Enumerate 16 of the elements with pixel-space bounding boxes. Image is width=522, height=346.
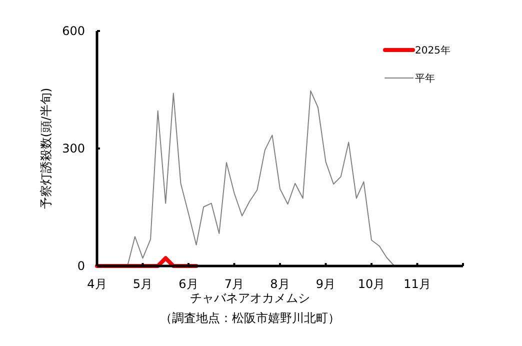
y-tick-label: 300 xyxy=(62,142,85,156)
x-axis-title: チャバネアオカメムシ xyxy=(190,291,310,305)
x-tick-label: 4月 xyxy=(87,277,107,291)
x-tick-label: 11月 xyxy=(404,277,431,291)
x-tick-label: 8月 xyxy=(270,277,290,291)
x-tick-label: 10月 xyxy=(358,277,386,291)
text: （調査地点：松阪市嬉野川北町） xyxy=(160,311,340,325)
x-tick-label: 9月 xyxy=(316,277,336,291)
y-tick-label: 600 xyxy=(62,24,85,38)
legend-label: 平年 xyxy=(415,72,435,84)
x-tick-label: 5月 xyxy=(132,277,153,291)
y-axis-title: 予察灯誘殺数(頭/半旬) xyxy=(39,88,53,210)
x-tick-label: 6月 xyxy=(178,277,198,291)
y-tick-label: 0 xyxy=(77,259,85,274)
legend-label: 2025年 xyxy=(415,44,450,56)
x-tick-label: 7月 xyxy=(224,277,244,291)
